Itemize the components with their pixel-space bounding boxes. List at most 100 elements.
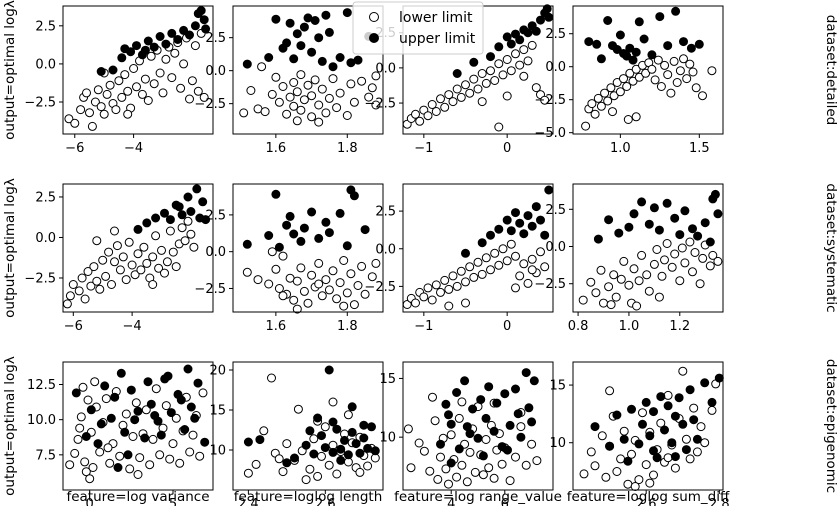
lower-limit-point	[707, 66, 717, 76]
upper-limit-point	[527, 417, 537, 427]
upper-limit-point	[694, 39, 704, 49]
upper-limit-point	[355, 448, 365, 458]
upper-limit-point	[243, 437, 253, 447]
upper-limit-point	[156, 430, 166, 440]
lower-limit-point	[349, 300, 359, 310]
lower-limit-point	[155, 68, 165, 78]
lower-limit-point	[411, 298, 420, 308]
lower-limit-point	[682, 74, 692, 84]
lower-limit-point	[606, 83, 616, 93]
upper-limit-point	[523, 28, 533, 38]
lower-limit-point	[78, 382, 88, 392]
upper-limit-point	[628, 55, 638, 65]
lower-limit-point	[670, 463, 680, 473]
lower-limit-point	[74, 286, 84, 296]
lower-limit-point	[452, 84, 462, 94]
upper-limit-point	[285, 18, 295, 28]
upper-limit-point	[314, 233, 324, 243]
upper-limit-point	[707, 397, 717, 407]
upper-limit-point	[166, 408, 176, 418]
lower-limit-point	[677, 243, 687, 253]
panel-r2-c0: 0 5 7.5 10.0 12.5	[27, 361, 214, 506]
upper-limit-point	[693, 231, 703, 241]
panel-r2-c1: 2.4 2.6 10 15 20	[209, 361, 384, 506]
lower-limit-point	[452, 472, 462, 482]
lower-limit-point	[95, 447, 105, 457]
lower-limit-point	[243, 468, 253, 478]
y-tick-label: 0.0	[375, 61, 396, 76]
upper-limit-point	[460, 376, 470, 386]
lower-limit-point	[111, 105, 121, 115]
upper-limit-point	[271, 189, 281, 199]
lower-limit-point	[292, 276, 302, 286]
lower-limit-point	[619, 74, 628, 84]
upper-limit-point	[132, 41, 141, 51]
lower-limit-point	[456, 92, 466, 102]
upper-limit-point	[133, 224, 143, 234]
y-tick-label: 7.5	[35, 448, 56, 463]
lower-limit-point	[324, 460, 334, 470]
lower-limit-point	[473, 84, 483, 94]
lower-limit-point	[335, 278, 345, 288]
upper-limit-point	[176, 395, 186, 405]
upper-limit-point	[679, 37, 688, 47]
upper-limit-point	[500, 389, 510, 399]
upper-limit-point	[505, 420, 515, 430]
upper-limit-point	[324, 365, 334, 375]
lower-limit-point	[62, 299, 72, 309]
lower-limit-point	[599, 298, 608, 308]
lower-limit-point	[180, 236, 190, 246]
lower-limit-point	[105, 458, 115, 468]
lower-limit-point	[444, 90, 454, 100]
lower-limit-point	[461, 298, 470, 308]
upper-limit-point	[511, 208, 520, 218]
lower-limit-point	[115, 451, 125, 461]
x-tick-label: −1	[414, 141, 433, 156]
axes-frame	[232, 361, 384, 491]
upper-limit-point	[198, 197, 208, 207]
lower-limit-point	[506, 239, 516, 249]
lower-limit-point	[142, 258, 152, 268]
upper-limit-point	[536, 15, 545, 25]
lower-limit-point	[76, 105, 86, 115]
lower-limit-point	[155, 450, 165, 460]
lower-limit-point	[335, 88, 345, 98]
upper-limit-point	[441, 399, 451, 409]
upper-limit-point	[670, 411, 680, 421]
upper-limit-point	[544, 12, 554, 22]
x-tick-label: 2.8	[709, 497, 730, 506]
upper-limit-point	[612, 45, 622, 54]
upper-limit-point	[353, 55, 363, 65]
lower-limit-point	[628, 76, 638, 86]
upper-limit-point	[681, 445, 691, 455]
lower-limit-point	[486, 66, 495, 76]
facet-label: dataset:systematic	[823, 183, 839, 312]
y-tick-label: 20	[209, 364, 226, 379]
lower-limit-point	[590, 461, 600, 471]
upper-limit-point	[299, 223, 309, 233]
upper-limit-point	[645, 431, 655, 441]
lower-limit-point	[289, 295, 299, 305]
x-tick-label: 1.6	[266, 141, 287, 156]
lower-limit-point	[246, 86, 256, 95]
lower-limit-point	[644, 286, 654, 296]
lower-limit-point	[251, 459, 261, 469]
axes-frame	[402, 361, 554, 491]
lower-limit-point	[157, 245, 166, 255]
upper-limit-point	[363, 443, 373, 453]
upper-limit-point	[106, 413, 116, 423]
lower-limit-point	[346, 269, 356, 279]
lower-limit-point	[289, 101, 299, 111]
lower-limit-point	[80, 457, 90, 467]
lower-limit-point	[274, 284, 284, 293]
lower-limit-point	[484, 463, 494, 473]
upper-limit-point	[117, 53, 127, 63]
upper-limit-point	[614, 228, 624, 238]
axes-frame	[232, 183, 384, 313]
upper-limit-point	[179, 25, 189, 35]
upper-limit-point	[296, 236, 306, 246]
upper-limit-point	[370, 446, 380, 456]
lower-limit-point	[670, 249, 680, 259]
lower-limit-point	[136, 265, 146, 275]
upper-limit-point	[494, 224, 504, 234]
